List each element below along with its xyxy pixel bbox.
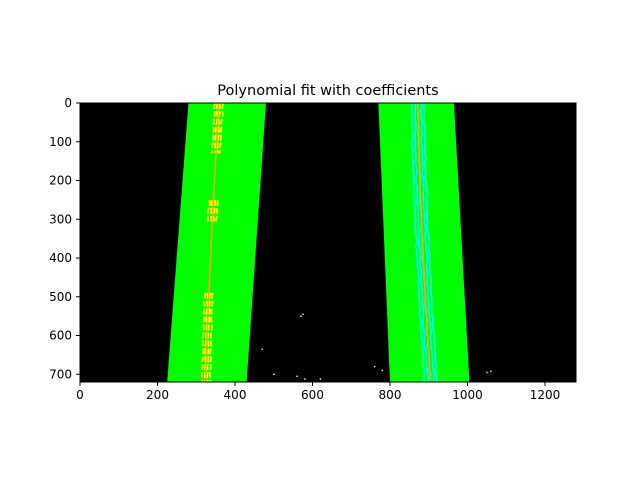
- fit-line-right: [417, 102, 432, 383]
- x-tick-label: 200: [146, 388, 169, 402]
- noise-pixel: [490, 370, 492, 372]
- pixel-strand: [214, 102, 219, 154]
- y-tick-label: 400: [49, 251, 72, 265]
- noise-pixel: [486, 371, 488, 374]
- lane-pixels-left-0: [210, 102, 225, 154]
- pixel-strand: [209, 199, 213, 224]
- pixel-strand: [422, 102, 439, 383]
- pixel-strand: [203, 292, 209, 383]
- lane-pixels-left-2: [200, 292, 214, 383]
- y-axis: 0 100 200 300 400 500 600 700: [49, 96, 80, 381]
- pixel-strand: [212, 199, 217, 224]
- pixel-strand: [419, 102, 435, 383]
- noise-pixel: [296, 375, 298, 377]
- lane-pixels-left-1: [206, 199, 219, 224]
- y-tick-label: 0: [64, 96, 72, 110]
- y-tick-label: 200: [49, 174, 72, 188]
- y-tick-label: 600: [49, 329, 72, 343]
- noise-pixel: [300, 315, 302, 317]
- x-tick-label: 1000: [452, 388, 483, 402]
- x-tick-label: 800: [379, 388, 402, 402]
- y-tick-label: 100: [49, 135, 72, 149]
- image-background: [80, 103, 576, 382]
- x-tick-label: 400: [224, 388, 247, 402]
- x-axis: 0 200 400 600 800 1000 1200: [76, 382, 560, 402]
- noise-pixel: [273, 373, 275, 376]
- plot-area: [80, 102, 576, 383]
- noise-pixel: [373, 365, 376, 368]
- plot-frame: [79, 102, 577, 383]
- pixel-strand: [200, 292, 207, 383]
- noise-pixel: [381, 369, 384, 372]
- chart-title: Polynomial fit with coefficients: [217, 83, 438, 99]
- y-tick-label: 500: [49, 290, 72, 304]
- noise-pixel: [302, 313, 304, 315]
- pixel-strand: [206, 199, 211, 224]
- x-tick-label: 0: [76, 388, 84, 402]
- pixel-strand: [210, 102, 216, 154]
- noise-pixel: [261, 348, 263, 350]
- pixel-strand: [216, 102, 222, 154]
- x-tick-label: 600: [301, 388, 324, 402]
- fit-line-left: [205, 102, 220, 383]
- noise-pixel: [319, 378, 322, 380]
- pixel-strand: [205, 292, 212, 383]
- y-tick-label: 300: [49, 212, 72, 226]
- pixel-strand: [410, 102, 426, 383]
- noise-pixel: [304, 378, 306, 380]
- pixel-strand: [208, 292, 214, 383]
- lane-window-right: [378, 103, 470, 382]
- y-tick-label: 700: [49, 367, 72, 381]
- pixel-strand: [219, 102, 225, 154]
- x-tick-label: 1200: [530, 388, 561, 402]
- lane-window-left: [167, 103, 266, 382]
- pixel-strand: [413, 102, 429, 383]
- pixel-strand: [215, 199, 219, 224]
